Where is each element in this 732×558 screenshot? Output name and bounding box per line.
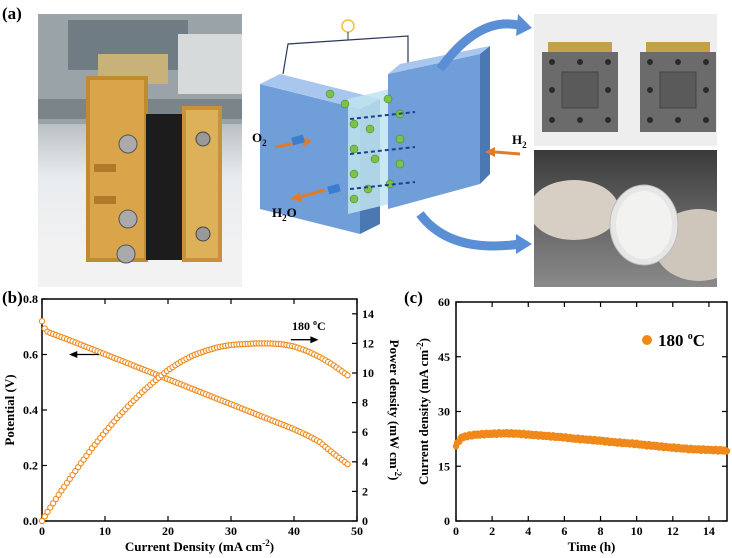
graphite-plates-photo [534,14,717,146]
cathode-plate [260,84,360,234]
y-axis-label-c: Current density (mA cm-2) [415,338,431,485]
x-tick-label-b: 30 [225,524,237,538]
y-right-tick-label-b: 12 [362,336,374,350]
temperature-annotation-b: 180 oC [292,318,326,333]
power-density-series [38,340,351,525]
external-circuit-wire [282,35,409,75]
fixture-drawing [38,14,242,287]
y-right-tick-label-b: 8 [362,396,368,410]
h2o-arrow [299,188,326,199]
y-right-tick-label-b: 0 [362,514,368,528]
potential-point [38,318,46,325]
y-tick-label-c: 0 [444,514,450,528]
x-tick-label-b: 10 [99,524,111,538]
panel-a-label: (a) [2,4,22,23]
x-axis-label-c: Time (h) [568,539,616,554]
panel-b-label: (b) [2,288,23,307]
h2o-h: H [272,205,282,220]
light-bulb-icon [341,19,355,33]
y-tick-label-c: 45 [438,350,450,364]
h2o-subscript: 2 [282,213,287,223]
power-point [55,491,62,498]
x-tick-label-c: 6 [561,524,567,538]
durability-chart: 0 2 4 6 8 10 12 14 0 15 30 45 60 Time (h) Current dens… [415,295,731,554]
anode-plate [388,54,480,209]
svg-text:O2: O2 [252,130,267,148]
legend-label-c: 180 oC [658,331,705,350]
panel-c-label: (c) [404,288,423,307]
y-right-tick-label-b: 14 [362,307,374,321]
y-tick-label-c: 15 [438,459,450,473]
current-density-series [452,428,731,455]
y-tick-label-c: 60 [438,295,450,309]
x-tick-label-c: 10 [631,524,643,538]
x-tick-label-c: 14 [703,524,715,538]
h2-subscript: 2 [522,140,527,150]
y-left-axis-label-b: Potential (V) [2,374,17,445]
x-tick-label-c: 8 [598,524,604,538]
power-point [47,504,54,511]
o2-subscript: 2 [262,138,267,148]
power-point [344,372,351,379]
catalyst-particles [325,89,405,204]
membrane-photo [534,150,717,287]
h2-label: H [512,132,522,147]
current-density-point [723,447,731,455]
membrane-drawing [534,180,717,281]
y-right-tick-label-b: 2 [362,484,368,498]
power-point [44,508,51,516]
h2-arrow [494,150,521,156]
y-right-tick-label-b: 10 [362,366,374,380]
o2-label: O [252,130,262,145]
left-axis-arrowhead [69,351,78,358]
right-axis-arrowhead [310,336,319,344]
y-left-tick-label-b: 0.6 [23,348,38,362]
x-tick-label-c: 12 [667,524,679,538]
y-left-tick-label-b: 0.4 [23,403,38,417]
y-left-tick-label-b: 0.8 [23,292,38,306]
y-right-tick-label-b: 6 [362,425,368,439]
potential-point [344,460,351,468]
y-left-tick-label-b: 0.0 [23,514,38,528]
x-tick-label-c: 4 [525,524,531,538]
x-tick-label-b: 50 [351,524,363,538]
potential-series [38,318,351,468]
x-tick-label-b: 40 [288,524,300,538]
y-left-tick-label-b: 0.2 [23,459,38,473]
svg-text:H2: H2 [512,132,527,150]
fuel-cell-schematic: O2 H2 H2O [252,14,532,254]
y-right-tick-label-b: 4 [362,455,368,469]
x-tick-label-b: 20 [162,524,174,538]
legend-marker-c [642,335,652,345]
svg-text:H2O: H2O [272,205,297,223]
plates-drawing [542,42,716,132]
curved-arrow-top [436,19,524,72]
x-axis-label-b: Current Density (mA cm-2) [125,538,274,554]
polarization-chart: 0 10 20 30 40 50 0.0 0.2 0.4 0.6 0.8 0 2 4 6 8 10 12 14 Cur… [2,292,403,554]
y-right-axis-label-b: Power density (mW cm-2) [387,340,403,481]
x-tick-label-c: 0 [453,524,459,538]
y-tick-label-c: 30 [438,405,450,419]
x-tick-label-b: 0 [39,524,45,538]
curved-arrow-bottom [416,211,521,251]
power-point [52,495,60,503]
power-point [41,513,48,520]
x-tick-label-c: 2 [489,524,495,538]
fuel-cell-fixture-photo [38,14,242,287]
h2o-o: O [287,205,297,220]
power-point [49,500,57,507]
power-point [38,517,46,525]
